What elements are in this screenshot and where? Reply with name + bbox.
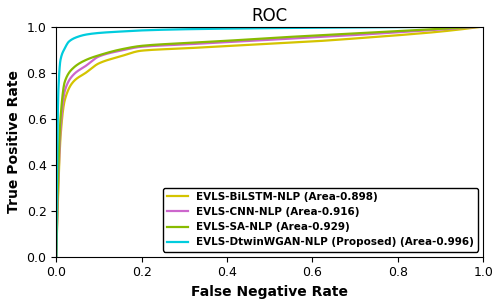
EVLS-BiLSTM-NLP (Area-0.898) xyxy=(394,33,400,37)
EVLS-DtwinWGAN-NLP (Proposed) (Area-0.996) xyxy=(226,27,232,30)
EVLS-CNN-NLP (Area-0.916) xyxy=(386,31,392,35)
EVLS-SA-NLP (Area-0.929) xyxy=(386,30,392,33)
EVLS-DtwinWGAN-NLP (Proposed) (Area-0.996) xyxy=(53,255,59,259)
EVLS-BiLSTM-NLP (Area-0.898) xyxy=(480,25,486,28)
EVLS-CNN-NLP (Area-0.916) xyxy=(480,25,486,28)
Legend: EVLS-BiLSTM-NLP (Area-0.898), EVLS-CNN-NLP (Area-0.916), EVLS-SA-NLP (Area-0.929: EVLS-BiLSTM-NLP (Area-0.898), EVLS-CNN-N… xyxy=(162,188,478,252)
Y-axis label: True Positive Rate: True Positive Rate xyxy=(7,70,21,213)
EVLS-DtwinWGAN-NLP (Proposed) (Area-0.996) xyxy=(241,27,247,30)
X-axis label: False Negative Rate: False Negative Rate xyxy=(191,285,348,299)
EVLS-SA-NLP (Area-0.929) xyxy=(394,29,400,33)
EVLS-DtwinWGAN-NLP (Proposed) (Area-0.996) xyxy=(394,25,400,29)
EVLS-SA-NLP (Area-0.929) xyxy=(97,53,103,57)
EVLS-SA-NLP (Area-0.929) xyxy=(480,25,486,28)
EVLS-CNN-NLP (Area-0.916) xyxy=(226,40,232,44)
EVLS-SA-NLP (Area-0.929) xyxy=(53,255,59,259)
EVLS-BiLSTM-NLP (Area-0.898) xyxy=(53,255,59,259)
EVLS-SA-NLP (Area-0.929) xyxy=(241,38,247,42)
EVLS-BiLSTM-NLP (Area-0.898) xyxy=(346,37,352,41)
EVLS-CNN-NLP (Area-0.916) xyxy=(346,34,352,37)
Title: ROC: ROC xyxy=(252,7,288,25)
EVLS-DtwinWGAN-NLP (Proposed) (Area-0.996) xyxy=(346,26,352,29)
EVLS-BiLSTM-NLP (Area-0.898) xyxy=(241,43,247,47)
Line: EVLS-SA-NLP (Area-0.929): EVLS-SA-NLP (Area-0.929) xyxy=(56,27,483,257)
EVLS-DtwinWGAN-NLP (Proposed) (Area-0.996) xyxy=(97,31,103,35)
EVLS-DtwinWGAN-NLP (Proposed) (Area-0.996) xyxy=(386,25,392,29)
Line: EVLS-CNN-NLP (Area-0.916): EVLS-CNN-NLP (Area-0.916) xyxy=(56,27,483,257)
Line: EVLS-BiLSTM-NLP (Area-0.898): EVLS-BiLSTM-NLP (Area-0.898) xyxy=(56,27,483,257)
EVLS-BiLSTM-NLP (Area-0.898) xyxy=(97,61,103,65)
EVLS-DtwinWGAN-NLP (Proposed) (Area-0.996) xyxy=(480,25,486,28)
EVLS-CNN-NLP (Area-0.916) xyxy=(97,54,103,58)
EVLS-BiLSTM-NLP (Area-0.898) xyxy=(386,34,392,38)
EVLS-SA-NLP (Area-0.929) xyxy=(346,32,352,35)
EVLS-SA-NLP (Area-0.929) xyxy=(226,39,232,43)
EVLS-CNN-NLP (Area-0.916) xyxy=(394,31,400,34)
Line: EVLS-DtwinWGAN-NLP (Proposed) (Area-0.996): EVLS-DtwinWGAN-NLP (Proposed) (Area-0.99… xyxy=(56,27,483,257)
EVLS-BiLSTM-NLP (Area-0.898) xyxy=(226,44,232,48)
EVLS-CNN-NLP (Area-0.916) xyxy=(53,255,59,259)
EVLS-CNN-NLP (Area-0.916) xyxy=(241,39,247,43)
